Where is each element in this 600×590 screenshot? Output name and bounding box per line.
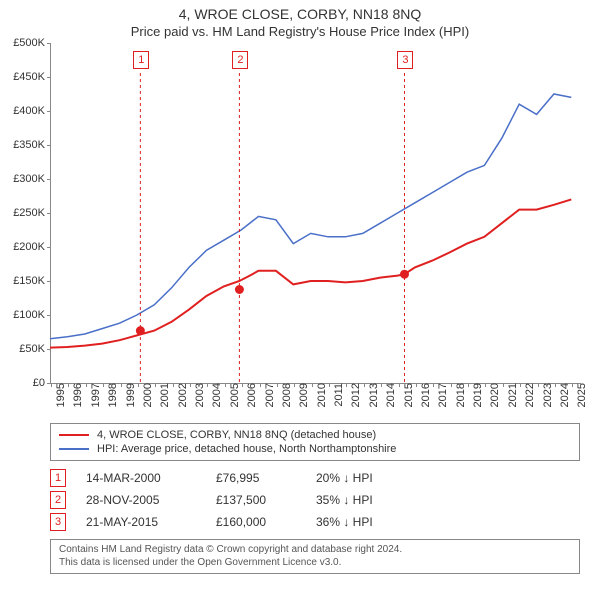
series-price_paid xyxy=(50,199,571,347)
events-table: 1 14-MAR-2000 £76,995 20% ↓ HPI 2 28-NOV-2005… xyxy=(50,467,580,533)
x-tick-label: 1997 xyxy=(90,383,102,407)
footer-line: This data is licensed under the Open Gov… xyxy=(59,557,571,570)
x-tick-label: 2022 xyxy=(524,383,536,407)
x-tick-label: 2011 xyxy=(333,383,345,407)
x-tick-label: 2019 xyxy=(472,383,484,407)
y-tick-label: £250K xyxy=(13,207,51,219)
x-tick-label: 2012 xyxy=(350,383,362,407)
x-tick-label: 2003 xyxy=(194,383,206,407)
x-tick-label: 2018 xyxy=(455,383,467,407)
x-tick-label: 2002 xyxy=(177,383,189,407)
x-tick-label: 1999 xyxy=(125,383,137,407)
event-marker-dot xyxy=(235,286,243,294)
x-tick-label: 1998 xyxy=(107,383,119,407)
y-tick-label: £150K xyxy=(13,275,51,287)
y-tick-label: £100K xyxy=(13,309,51,321)
x-tick-label: 2014 xyxy=(385,383,397,407)
chart-title: 4, WROE CLOSE, CORBY, NN18 8NQ xyxy=(0,0,600,22)
y-tick-label: £500K xyxy=(13,37,51,49)
event-table-row: 3 21-MAY-2015 £160,000 36% ↓ HPI xyxy=(50,511,580,533)
x-tick-label: 2017 xyxy=(437,383,449,407)
x-tick-label: 2024 xyxy=(559,383,571,407)
legend-label: HPI: Average price, detached house, Nort… xyxy=(97,443,396,455)
legend-row: HPI: Average price, detached house, Nort… xyxy=(59,442,571,456)
event-date: 28-NOV-2005 xyxy=(86,493,196,507)
x-tick-label: 1995 xyxy=(55,383,67,407)
event-marker-dot xyxy=(400,270,408,278)
event-marker-dot xyxy=(136,327,144,335)
event-date: 21-MAY-2015 xyxy=(86,515,196,529)
x-tick-label: 2021 xyxy=(507,383,519,407)
series-hpi xyxy=(50,94,571,339)
legend-swatch xyxy=(59,434,89,436)
event-number-box: 2 xyxy=(50,491,66,509)
event-number-box: 3 xyxy=(50,513,66,531)
y-tick-label: £300K xyxy=(13,173,51,185)
event-price: £160,000 xyxy=(216,515,296,529)
x-tick-label: 2015 xyxy=(403,383,415,407)
x-tick-label: 2016 xyxy=(420,383,432,407)
event-date: 14-MAR-2000 xyxy=(86,471,196,485)
x-tick-label: 2009 xyxy=(298,383,310,407)
x-tick-label: 2006 xyxy=(246,383,258,407)
footer-line: Contains HM Land Registry data © Crown c… xyxy=(59,544,571,557)
x-tick-label: 2020 xyxy=(489,383,501,407)
x-tick-label: 2013 xyxy=(368,383,380,407)
x-tick-label: 2001 xyxy=(159,383,171,407)
chart-plot-area: £0£50K£100K£150K£200K£250K£300K£350K£400… xyxy=(50,43,580,383)
y-tick-label: £350K xyxy=(13,139,51,151)
x-tick-label: 2000 xyxy=(142,383,154,407)
event-price: £137,500 xyxy=(216,493,296,507)
event-hpi-diff: 20% ↓ HPI xyxy=(316,471,373,485)
event-price: £76,995 xyxy=(216,471,296,485)
x-tick-label: 2008 xyxy=(281,383,293,407)
x-tick-label: 2023 xyxy=(542,383,554,407)
legend-label: 4, WROE CLOSE, CORBY, NN18 8NQ (detached… xyxy=(97,429,376,441)
event-table-row: 2 28-NOV-2005 £137,500 35% ↓ HPI xyxy=(50,489,580,511)
x-tick-label: 1996 xyxy=(72,383,84,407)
y-tick-label: £400K xyxy=(13,105,51,117)
event-hpi-diff: 36% ↓ HPI xyxy=(316,515,373,529)
event-table-row: 1 14-MAR-2000 £76,995 20% ↓ HPI xyxy=(50,467,580,489)
x-tick-label: 2005 xyxy=(229,383,241,407)
chart-footer: Contains HM Land Registry data © Crown c… xyxy=(50,539,580,574)
legend-row: 4, WROE CLOSE, CORBY, NN18 8NQ (detached… xyxy=(59,428,571,442)
x-tick-label: 2004 xyxy=(211,383,223,407)
x-tick-label: 2010 xyxy=(316,383,328,407)
y-tick-label: £200K xyxy=(13,241,51,253)
chart-legend: 4, WROE CLOSE, CORBY, NN18 8NQ (detached… xyxy=(50,423,580,461)
x-tick-label: 2007 xyxy=(264,383,276,407)
y-tick-label: £450K xyxy=(13,71,51,83)
legend-swatch xyxy=(59,448,89,450)
x-tick-label: 2025 xyxy=(576,383,588,407)
event-hpi-diff: 35% ↓ HPI xyxy=(316,493,373,507)
chart-subtitle: Price paid vs. HM Land Registry's House … xyxy=(0,22,600,43)
event-number-box: 1 xyxy=(50,469,66,487)
